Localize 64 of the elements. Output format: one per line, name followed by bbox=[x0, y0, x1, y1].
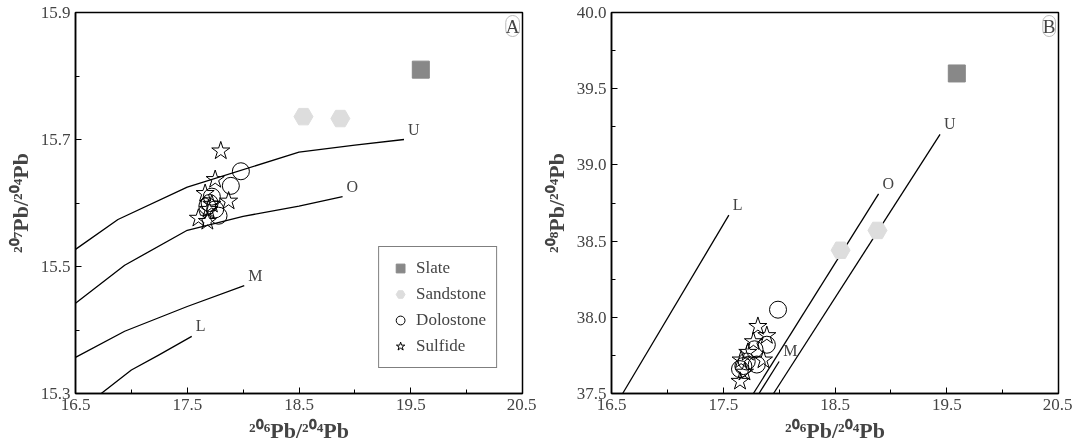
x-tick-label: 19.5 bbox=[395, 394, 426, 414]
point bbox=[219, 191, 239, 210]
y-tick-label: 15.5 bbox=[40, 257, 71, 276]
point bbox=[830, 241, 851, 259]
annotation: A bbox=[505, 15, 520, 37]
point bbox=[195, 183, 215, 202]
point bbox=[188, 208, 208, 227]
point bbox=[753, 349, 774, 369]
point bbox=[757, 335, 776, 354]
point bbox=[757, 325, 777, 344]
point bbox=[769, 300, 788, 319]
point bbox=[734, 362, 755, 381]
point bbox=[748, 316, 768, 335]
y-tick-label: 15.9 bbox=[40, 3, 71, 22]
y-tick-label: 39.0 bbox=[576, 155, 607, 175]
point bbox=[737, 352, 756, 371]
point bbox=[206, 200, 225, 219]
y-tick-label: 15.7 bbox=[40, 130, 71, 149]
legend-label: Sulfide bbox=[416, 336, 466, 356]
annotation: M bbox=[783, 342, 798, 360]
point bbox=[730, 371, 750, 390]
x-tick-label: 20.5 bbox=[506, 394, 537, 414]
point bbox=[209, 206, 228, 225]
point bbox=[221, 176, 240, 195]
annotation: L bbox=[732, 196, 743, 214]
x-tick-label: 18.5 bbox=[820, 394, 850, 414]
point bbox=[747, 355, 766, 374]
x-axis-title: ²⁰⁶Pb/²⁰⁴Pb bbox=[785, 417, 885, 443]
point bbox=[205, 169, 225, 188]
x-tick-label: 18.5 bbox=[284, 394, 314, 414]
y-tick-label: 38.0 bbox=[576, 307, 607, 327]
point bbox=[745, 340, 764, 359]
point bbox=[738, 342, 758, 361]
point bbox=[293, 107, 314, 126]
point bbox=[867, 221, 888, 240]
legend-label: Dolostone bbox=[416, 310, 486, 330]
annotation: U bbox=[944, 115, 957, 133]
point bbox=[743, 331, 763, 350]
annotation: M bbox=[248, 266, 263, 284]
point bbox=[202, 187, 221, 206]
x-tick-label: 17.5 bbox=[708, 394, 739, 414]
annotation: O bbox=[346, 177, 359, 195]
point bbox=[211, 140, 231, 160]
annotation: L bbox=[195, 317, 206, 335]
annotation: U bbox=[408, 120, 421, 138]
point bbox=[231, 162, 250, 181]
legend-label: Sandstone bbox=[416, 284, 486, 304]
x-axis-title: ²⁰⁶Pb/²⁰⁴Pb bbox=[249, 417, 349, 443]
legend-label: Slate bbox=[416, 258, 451, 278]
point bbox=[330, 109, 351, 128]
y-tick-label: 38.5 bbox=[576, 231, 607, 251]
annotation: O bbox=[882, 174, 895, 192]
point bbox=[197, 211, 217, 230]
point bbox=[731, 349, 751, 369]
x-tick-label: 17.5 bbox=[172, 394, 203, 414]
y-tick-label: 39.5 bbox=[576, 79, 607, 99]
point bbox=[411, 60, 430, 79]
y-axis-title: ²⁰⁷Pb/²⁰⁴Pb bbox=[7, 153, 33, 253]
point bbox=[947, 64, 966, 83]
y-axis-title: ²⁰⁸Pb/²⁰⁴Pb bbox=[543, 153, 569, 253]
y-tick-label: 40.0 bbox=[576, 3, 607, 22]
x-tick-label: 20.5 bbox=[1042, 394, 1073, 414]
x-tick-label: 19.5 bbox=[931, 394, 962, 414]
annotation: B bbox=[1042, 15, 1056, 37]
